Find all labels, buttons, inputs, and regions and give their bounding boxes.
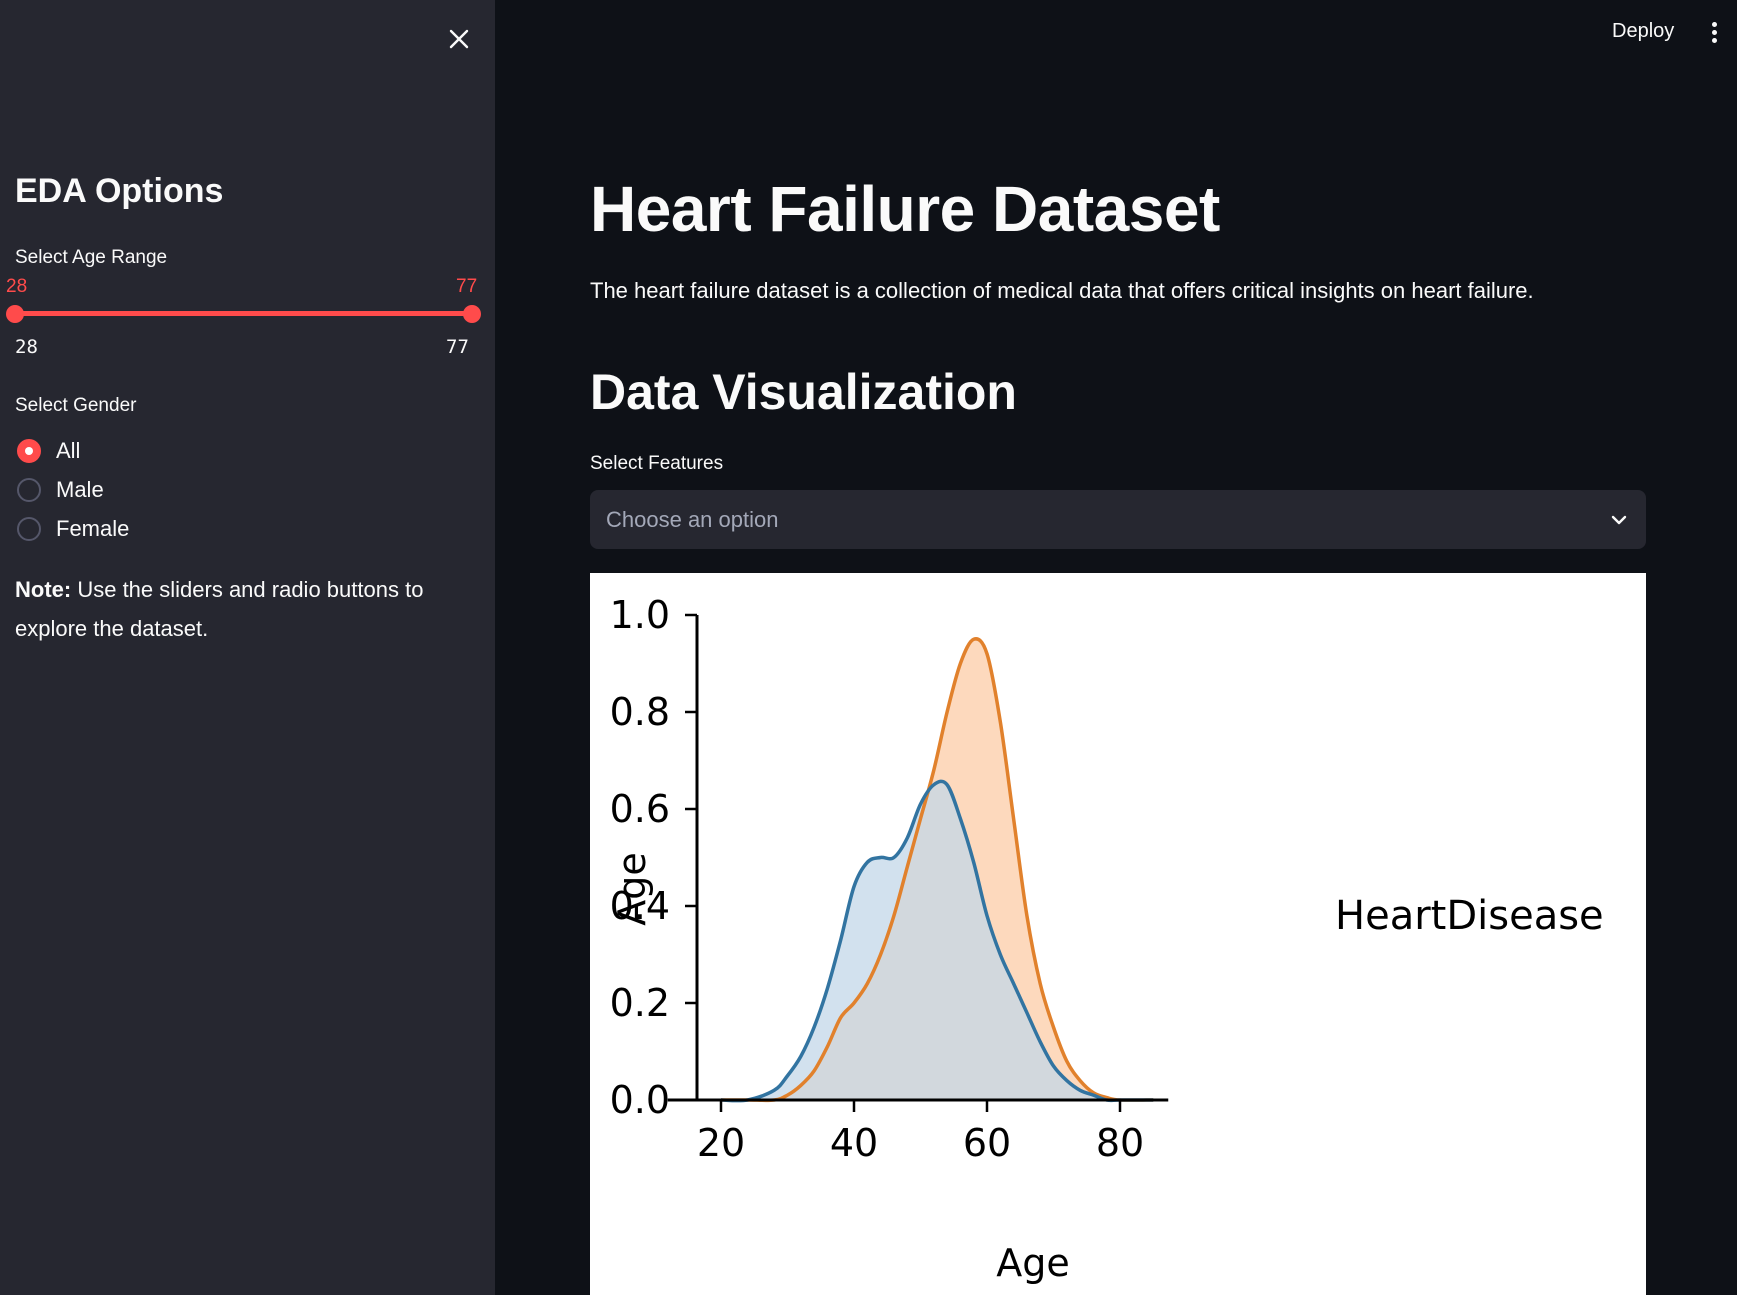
age-range-high-value: 77 (456, 276, 478, 297)
features-select-placeholder: Choose an option (606, 506, 779, 532)
menu-dot-icon (1711, 30, 1717, 35)
age-range-min-tick: 28 (15, 336, 38, 358)
x-tick-label: 80 (1096, 1121, 1144, 1165)
chart-panel: 20 40 60 80 0.0 0.2 0.4 0.6 0.8 1.0 Age Age Heart… (590, 573, 1646, 1295)
kde-line-series-1 (721, 637, 1154, 1103)
gender-label: Select Gender (15, 395, 137, 416)
y-tick-label: 0.4 (610, 884, 670, 928)
age-range-label: Select Age Range (15, 247, 168, 268)
age-range-max-tick: 77 (446, 336, 469, 358)
radio-checked-icon (17, 439, 41, 463)
x-tick-label: 60 (963, 1121, 1011, 1165)
page-title: Heart Failure Dataset (590, 173, 1220, 245)
x-tick-label: 20 (697, 1121, 745, 1165)
gender-radio-all[interactable]: All (17, 436, 80, 466)
gender-radio-male[interactable]: Male (17, 475, 104, 505)
chart-legend-title: HeartDisease (1335, 893, 1604, 939)
radio-unchecked-icon (17, 478, 41, 502)
sidebar-title: EDA Options (15, 172, 224, 210)
y-tick-label: 1.0 (610, 593, 670, 637)
features-select[interactable]: Choose an option (590, 490, 1646, 549)
age-range-low-thumb[interactable] (6, 305, 24, 323)
features-label: Select Features (590, 453, 724, 474)
sidebar-note: Note: Use the sliders and radio buttons … (15, 570, 455, 648)
gender-radio-male-label: Male (56, 477, 104, 502)
y-tick-label: 0.6 (610, 787, 670, 831)
kde-fill-series-0 (721, 781, 1154, 1101)
menu-dot-icon (1711, 22, 1717, 27)
kde-chart: 20 40 60 80 0.0 0.2 0.4 0.6 0.8 1.0 Age Age Heart… (610, 593, 1604, 1285)
sidebar-note-bold: Note: (15, 577, 72, 602)
gender-radio-female[interactable]: Female (17, 514, 129, 544)
y-tick-label: 0.0 (610, 1078, 670, 1122)
gender-radio-female-label: Female (56, 516, 130, 541)
close-icon (449, 29, 469, 49)
menu-dot-icon (1711, 38, 1717, 43)
chart-x-label: Age (996, 1241, 1070, 1285)
x-tick-label: 40 (830, 1121, 878, 1165)
gender-radio-all-label: All (56, 438, 81, 463)
section-title: Data Visualization (590, 364, 1017, 420)
y-tick-label: 0.8 (610, 690, 670, 734)
age-range-low-value: 28 (6, 276, 28, 297)
age-range-slider-track[interactable] (14, 311, 472, 316)
sidebar-note-text: Use the sliders and radio buttons to exp… (15, 577, 424, 641)
age-range-high-thumb[interactable] (463, 305, 481, 323)
close-sidebar-button[interactable] (440, 20, 478, 58)
kde-line-series-0 (720, 779, 1154, 1103)
y-tick-label: 0.2 (610, 981, 670, 1025)
deploy-button[interactable]: Deploy (1612, 20, 1675, 42)
chevron-down-icon (1611, 515, 1627, 524)
chart-y-label: Age (610, 852, 654, 926)
sidebar: EDA Options Select Age Range 28 77 28 77… (0, 0, 495, 1295)
main-menu-button[interactable] (1706, 20, 1722, 46)
radio-unchecked-icon (17, 517, 41, 541)
page-description: The heart failure dataset is a collectio… (590, 278, 1534, 303)
